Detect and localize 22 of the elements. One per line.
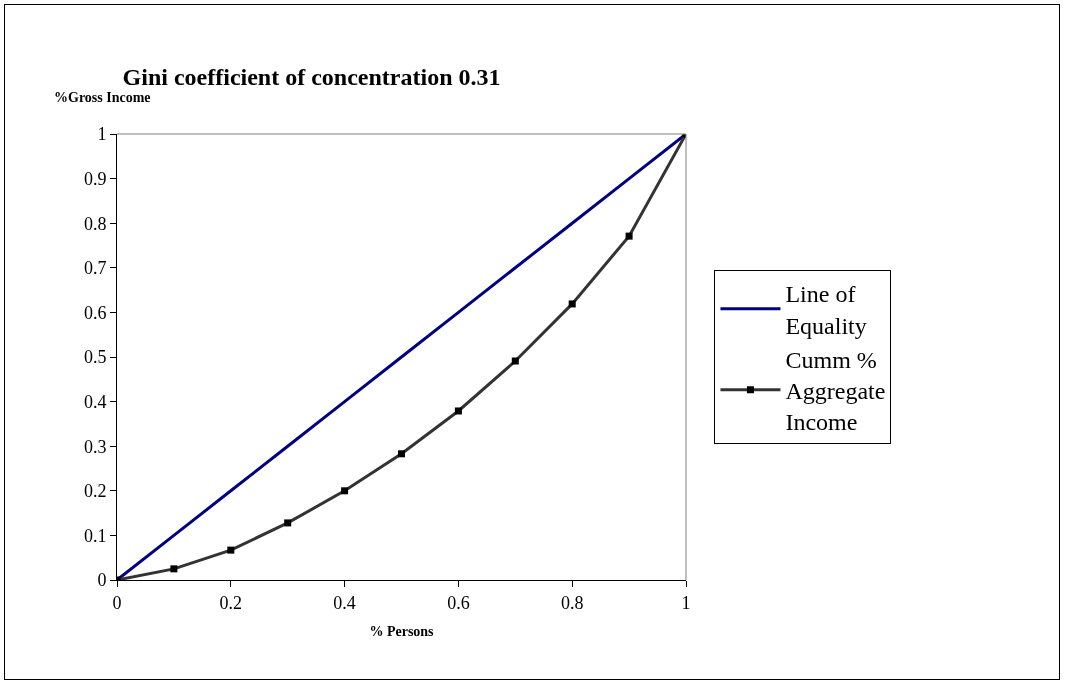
y-tick-label: 0.9 — [83, 168, 107, 189]
legend-label: Line of Equality — [785, 281, 867, 339]
x-tick-label: 0.6 — [447, 592, 470, 613]
y-tick-label: 0.5 — [83, 347, 107, 368]
y-tick-label: 0.4 — [83, 391, 107, 412]
x-tick-label: 0 — [112, 592, 122, 613]
x-tick-label: 0.4 — [333, 592, 356, 613]
x-tick-label: 0.2 — [219, 592, 243, 613]
y-tick-label: 0.8 — [83, 213, 107, 234]
y-tick-label: 0.2 — [83, 481, 107, 502]
x-tick-label: 1 — [681, 592, 691, 613]
x-tick-label: 0.8 — [560, 592, 584, 613]
x-axis-title: % Persons — [369, 623, 435, 639]
y-tick-label: 0.1 — [83, 525, 107, 546]
y-tick-label: 0 — [97, 570, 107, 591]
y-tick-label: 0.6 — [83, 302, 107, 323]
y-tick-label: 1 — [97, 124, 107, 145]
y-tick-label: 0.7 — [83, 258, 107, 279]
chart-title: Gini coefficient of concentration 0.31 — [122, 64, 501, 91]
legend-label: Cumm % Aggregate Income — [785, 346, 886, 436]
y-axis-title: %Gross Income — [54, 90, 151, 105]
y-tick-label: 0.3 — [83, 436, 107, 457]
